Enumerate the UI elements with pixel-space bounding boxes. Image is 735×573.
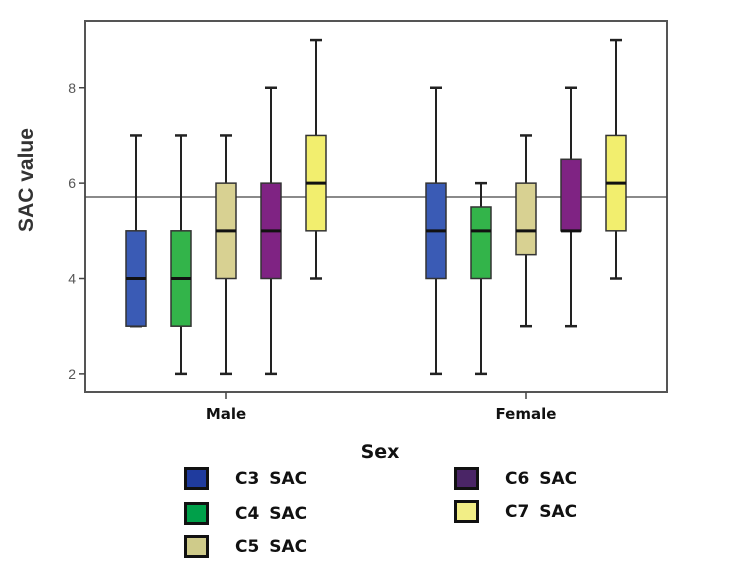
legend-label: C5 SAC: [235, 536, 308, 557]
legend-swatch: [454, 500, 479, 523]
y-tick-label: 2: [68, 366, 76, 382]
box-c5-sac-male: [215, 134, 237, 376]
legend-swatch: [454, 467, 479, 490]
legend-swatch: [184, 535, 209, 558]
box-c5-sac-female: [515, 134, 537, 328]
box-c4-sac-male: [170, 134, 192, 376]
box-c3-sac-female: [425, 86, 447, 376]
legend-item: C4 SAC: [184, 502, 307, 525]
box-iqr: [515, 182, 537, 256]
box-iqr: [560, 158, 582, 232]
legend-label: C7 SAC: [505, 501, 578, 522]
box-c6-sac-female: [560, 86, 582, 328]
legend-item: C3 SAC: [184, 467, 307, 490]
y-tick-label: 6: [68, 175, 76, 191]
legend-label: C3 SAC: [235, 468, 308, 489]
box-c4-sac-female: [470, 181, 492, 376]
legend-label: C4 SAC: [235, 503, 308, 524]
legend-label: C6 SAC: [505, 468, 578, 489]
box-c7-sac-male: [305, 38, 327, 280]
box-iqr: [470, 206, 492, 280]
legend-swatch: [184, 502, 209, 525]
legend-swatch: [184, 467, 209, 490]
legend-item: C6 SAC: [454, 467, 577, 490]
y-axis-label: SAC value: [15, 128, 38, 232]
x-axis-label: Sex: [361, 441, 400, 463]
box-c3-sac-male: [125, 134, 147, 328]
legend-item: C5 SAC: [184, 535, 307, 558]
x-tick-label: Male: [206, 405, 246, 423]
box-c6-sac-male: [260, 86, 282, 376]
legend-item: C7 SAC: [454, 500, 577, 523]
x-tick-label: Female: [496, 405, 557, 423]
box-c7-sac-female: [605, 38, 627, 280]
y-tick-label: 4: [68, 271, 76, 287]
y-tick-label: 8: [68, 80, 76, 96]
